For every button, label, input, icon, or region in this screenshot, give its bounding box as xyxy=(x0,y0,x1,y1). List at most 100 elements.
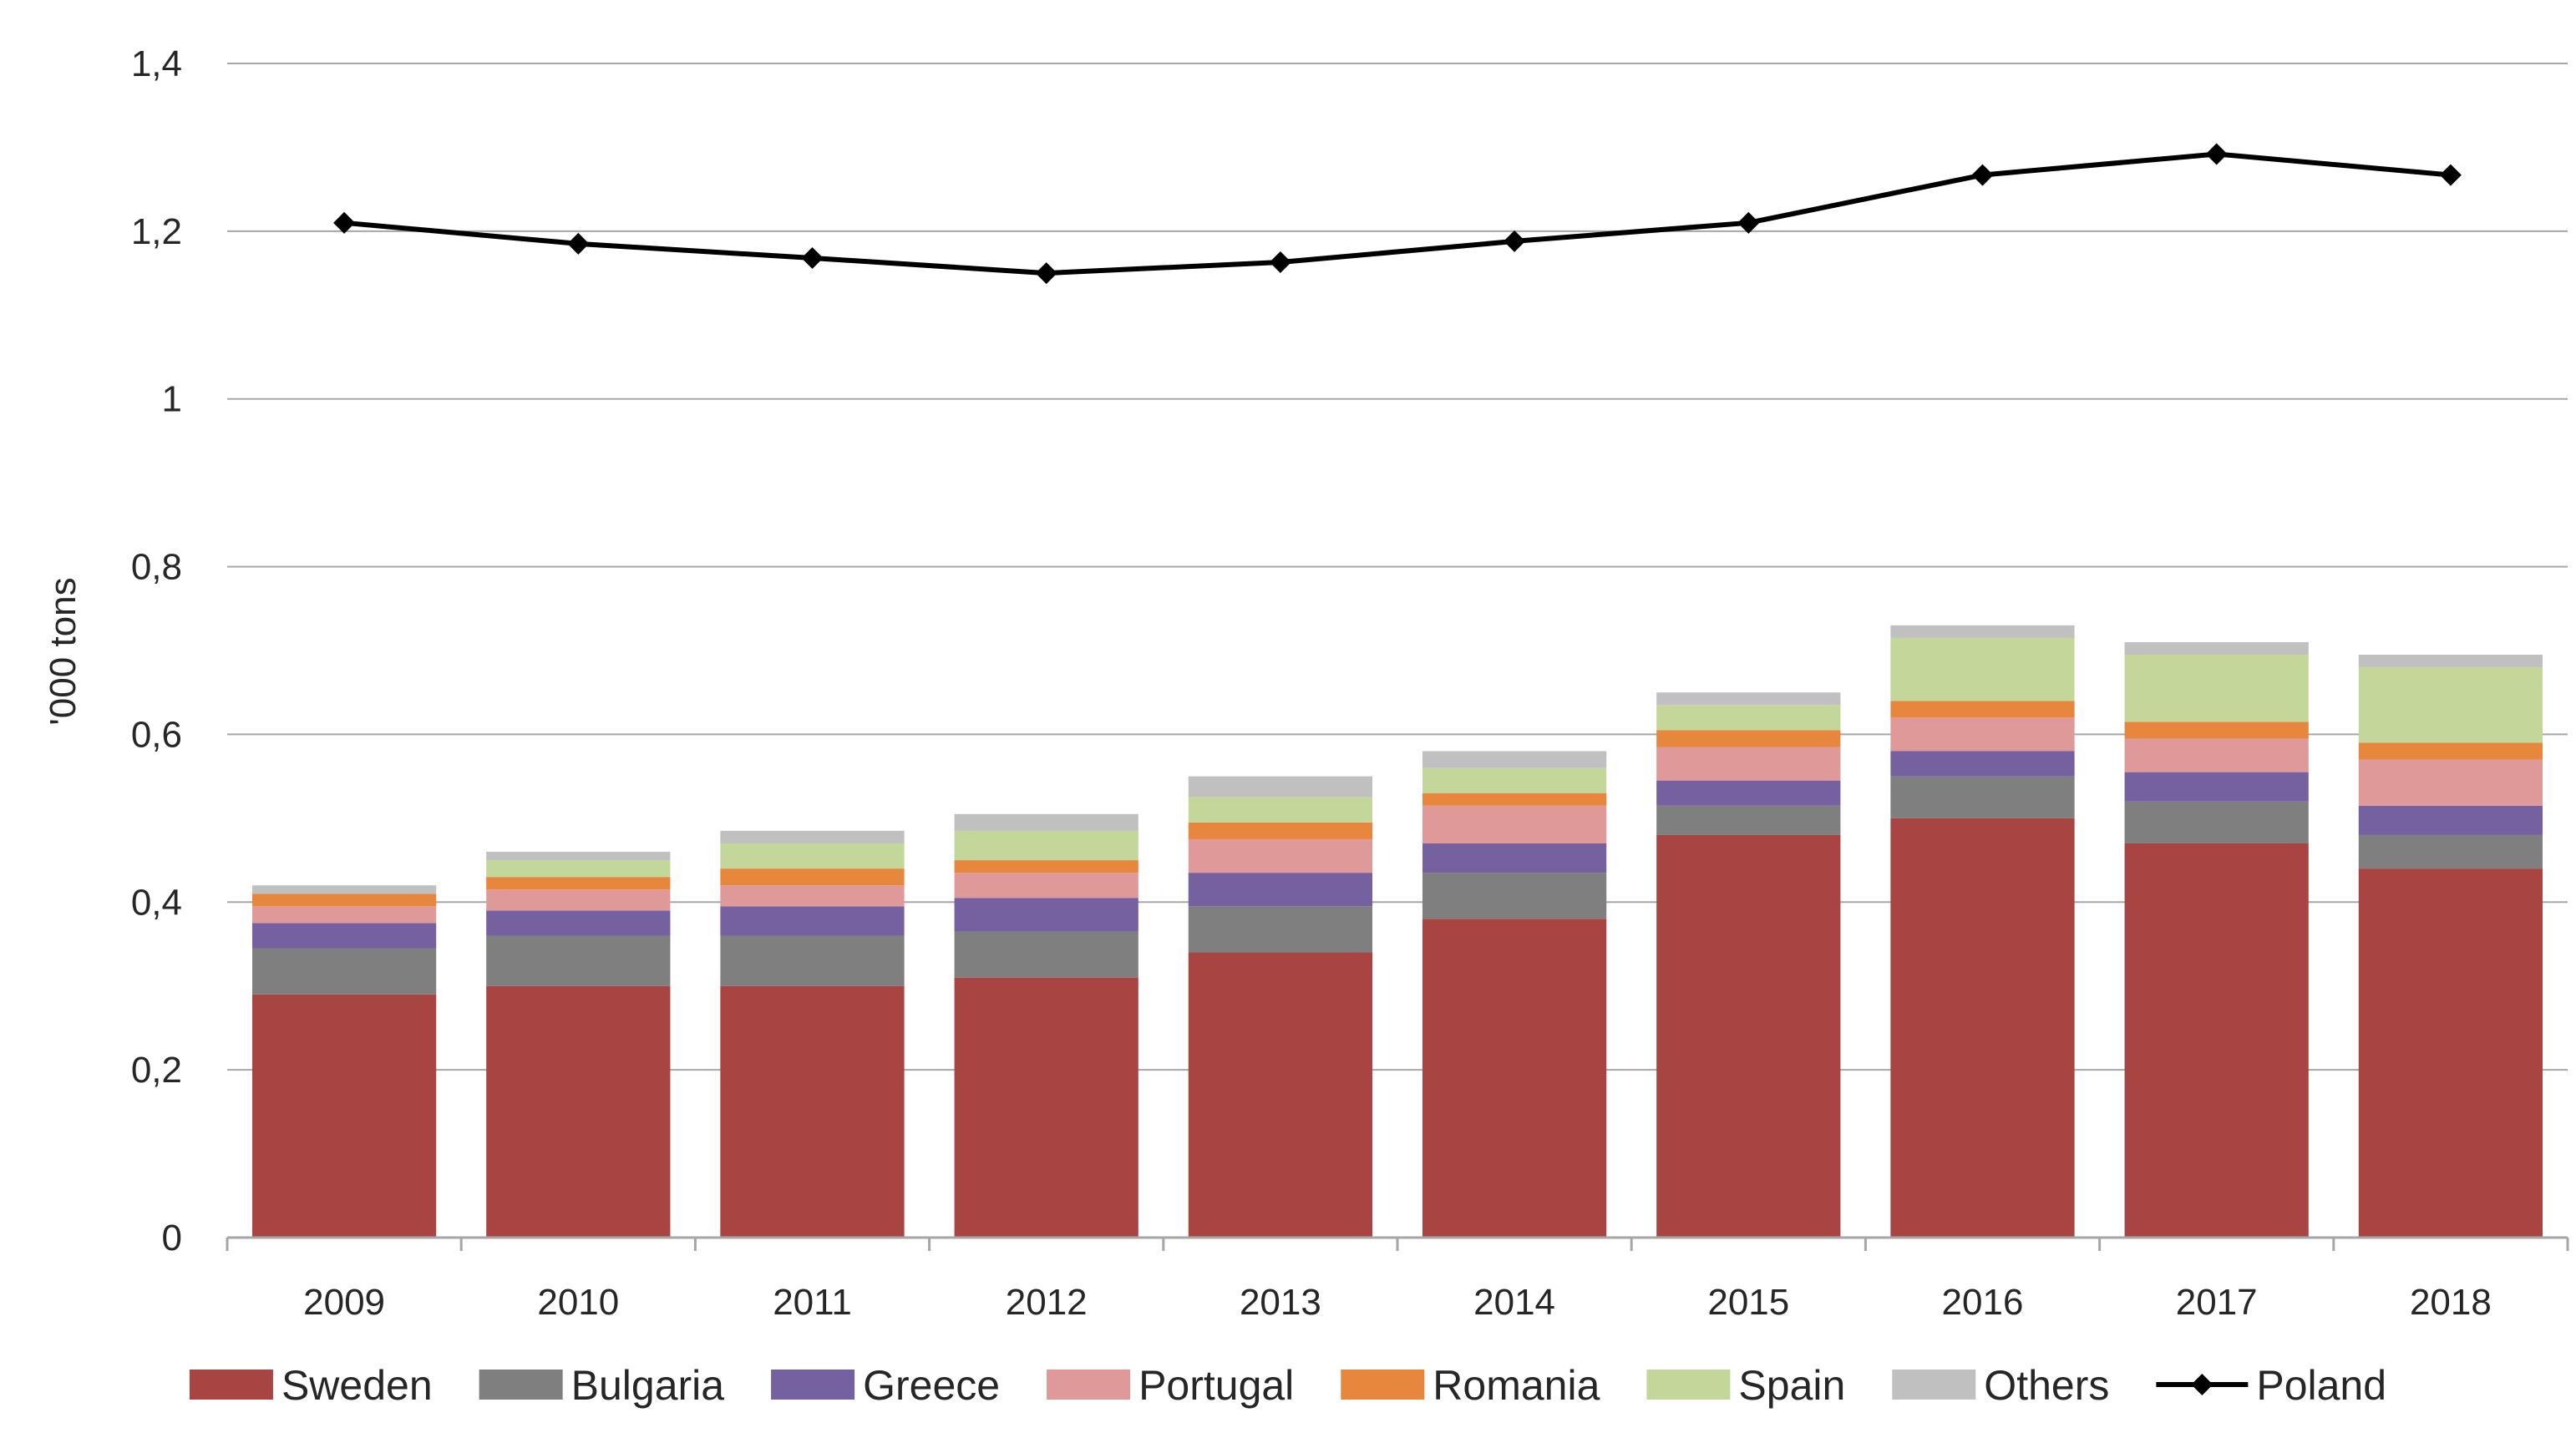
bar-spain-2018 xyxy=(2358,667,2543,743)
bar-romania-2015 xyxy=(1656,730,1841,747)
bar-romania-2013 xyxy=(1188,822,1373,839)
bar-sweden-2011 xyxy=(720,985,905,1238)
bar-spain-2010 xyxy=(486,860,671,878)
bar-greece-2018 xyxy=(2358,805,2543,835)
bar-portugal-2016 xyxy=(1890,717,2075,752)
bar-others-2013 xyxy=(1188,776,1373,797)
bar-romania-2009 xyxy=(251,894,437,907)
y-tick-label: 1,4 xyxy=(131,43,182,84)
y-tick-label: 0,2 xyxy=(131,1050,182,1091)
bar-sweden-2009 xyxy=(251,994,437,1238)
point-poland-2016 xyxy=(1971,164,1994,186)
point-poland-2018 xyxy=(2439,164,2462,186)
bar-others-2014 xyxy=(1422,751,1607,768)
bar-others-2017 xyxy=(2124,641,2309,656)
point-poland-2015 xyxy=(1737,211,1760,234)
bar-others-2011 xyxy=(720,830,905,843)
legend-marker-poland xyxy=(2191,1374,2213,1395)
bar-others-2009 xyxy=(251,885,437,894)
legend-label-spain: Spain xyxy=(1738,1362,1845,1409)
bar-spain-2013 xyxy=(1188,797,1373,823)
bar-sweden-2010 xyxy=(486,985,671,1238)
x-tick-label: 2010 xyxy=(537,1282,619,1323)
legend-label-poland: Poland xyxy=(2256,1362,2386,1409)
bar-portugal-2015 xyxy=(1656,747,1841,781)
bar-romania-2011 xyxy=(720,868,905,886)
legend-label-bulgaria: Bulgaria xyxy=(571,1362,725,1409)
bar-portugal-2010 xyxy=(486,889,671,911)
bar-portugal-2018 xyxy=(2358,759,2543,806)
x-tick-label: 2012 xyxy=(1006,1282,1088,1323)
bar-romania-2017 xyxy=(2124,722,2309,739)
y-tick-label: 0 xyxy=(162,1218,182,1258)
bar-romania-2012 xyxy=(954,860,1138,873)
point-poland-2012 xyxy=(1035,262,1057,285)
bar-greece-2011 xyxy=(720,906,905,936)
bar-bulgaria-2010 xyxy=(486,935,671,986)
bar-spain-2016 xyxy=(1890,637,2075,701)
legend-label-portugal: Portugal xyxy=(1138,1362,1294,1409)
legend: Sweden Bulgaria Greece Portugal Romania Spain… xyxy=(189,1362,2386,1409)
bar-portugal-2014 xyxy=(1422,805,1607,843)
legend-swatch-romania xyxy=(1341,1370,1425,1400)
bar-spain-2011 xyxy=(720,843,905,869)
bar-greece-2009 xyxy=(251,923,437,949)
bar-portugal-2017 xyxy=(2124,738,2309,772)
line-poland xyxy=(343,151,2452,276)
point-poland-2010 xyxy=(567,232,590,255)
bars xyxy=(251,625,2543,1238)
legend-swatch-sweden xyxy=(189,1370,273,1400)
legend-swatch-poland xyxy=(2156,1374,2249,1395)
bar-greece-2012 xyxy=(954,898,1138,932)
legend-swatch-bulgaria xyxy=(479,1370,563,1400)
legend-label-romania: Romania xyxy=(1433,1362,1600,1409)
bar-portugal-2011 xyxy=(720,885,905,907)
bar-greece-2017 xyxy=(2124,772,2309,802)
bar-sweden-2013 xyxy=(1188,952,1373,1238)
bar-sweden-2016 xyxy=(1890,818,2075,1238)
bar-sweden-2018 xyxy=(2358,868,2543,1238)
legend-item-romania: Romania xyxy=(1341,1362,1600,1409)
legend-swatch-portugal xyxy=(1047,1370,1131,1400)
bar-portugal-2012 xyxy=(954,873,1138,899)
bar-romania-2016 xyxy=(1890,701,2075,718)
legend-swatch-others xyxy=(1892,1370,1976,1400)
bar-spain-2017 xyxy=(2124,655,2309,722)
legend-label-sweden: Sweden xyxy=(281,1362,433,1409)
bar-greece-2013 xyxy=(1188,873,1373,907)
x-tick-label: 2013 xyxy=(1240,1282,1321,1323)
axes xyxy=(226,1236,2569,1251)
x-tick-label: 2016 xyxy=(1942,1282,2024,1323)
bar-sweden-2012 xyxy=(954,977,1138,1238)
y-tick-label: 1,2 xyxy=(131,211,182,252)
x-tick-label: 2009 xyxy=(303,1282,385,1323)
bar-romania-2010 xyxy=(486,877,671,890)
bar-greece-2015 xyxy=(1656,780,1841,806)
legend-item-others: Others xyxy=(1892,1362,2109,1409)
bar-bulgaria-2013 xyxy=(1188,906,1373,953)
bar-romania-2018 xyxy=(2358,742,2543,760)
point-poland-2014 xyxy=(1504,230,1526,252)
legend-item-bulgaria: Bulgaria xyxy=(479,1362,725,1409)
bar-spain-2015 xyxy=(1656,705,1841,731)
bar-bulgaria-2018 xyxy=(2358,834,2543,869)
bar-greece-2016 xyxy=(1890,751,2075,777)
line-series xyxy=(333,143,2462,285)
y-tick-label: 0,6 xyxy=(131,714,182,755)
bar-bulgaria-2016 xyxy=(1890,776,2075,818)
legend-item-spain: Spain xyxy=(1646,1362,1845,1409)
x-tick-label: 2017 xyxy=(2176,1282,2258,1323)
y-tick-label: 0,8 xyxy=(131,547,182,588)
bar-spain-2012 xyxy=(954,830,1138,861)
bar-bulgaria-2014 xyxy=(1422,873,1607,919)
legend-item-greece: Greece xyxy=(771,1362,1000,1409)
legend-swatch-greece xyxy=(771,1370,855,1400)
bar-bulgaria-2009 xyxy=(251,948,437,995)
bar-others-2015 xyxy=(1656,692,1841,706)
legend-item-poland: Poland xyxy=(2156,1362,2386,1409)
y-tick-label: 1 xyxy=(162,379,182,420)
legend-swatch-spain xyxy=(1646,1370,1731,1400)
y-axis-title: '000 tons xyxy=(43,577,84,725)
bar-bulgaria-2015 xyxy=(1656,805,1841,835)
